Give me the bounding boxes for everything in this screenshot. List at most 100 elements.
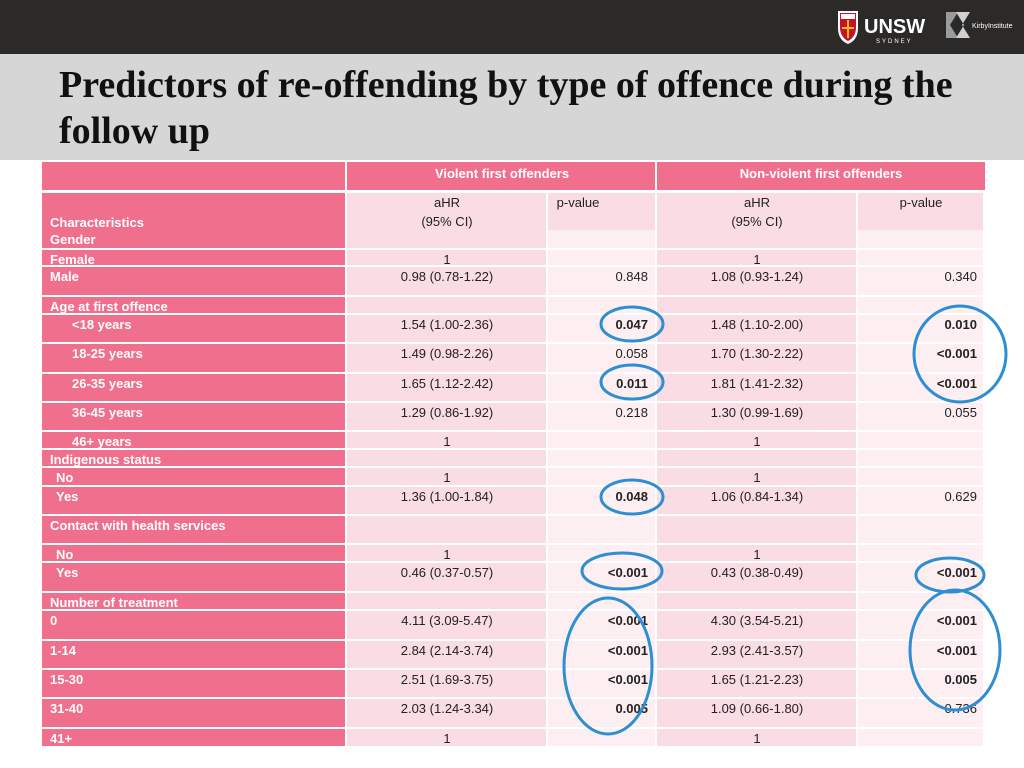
group-header-violent: Violent first offenders — [435, 166, 569, 181]
row-label: Yes — [56, 489, 78, 504]
p-value: 0.340 — [944, 269, 977, 284]
ahr-value: 1.70 (1.30-2.22) — [711, 346, 804, 361]
table-cell — [347, 468, 546, 485]
ahr-value: 1 — [753, 252, 760, 267]
table-cell — [347, 729, 546, 746]
row-label-cell — [42, 563, 345, 591]
ahr-value: 1 — [753, 434, 760, 449]
column-header-characteristics: Characteristics — [50, 215, 144, 230]
table-group-header-cell — [347, 162, 655, 190]
row-label: Age at first offence — [50, 299, 168, 314]
table-cell — [858, 670, 983, 697]
p-value: 0.005 — [944, 672, 977, 687]
p-value: <0.001 — [608, 643, 648, 658]
row-label: Female — [50, 252, 95, 267]
p-value: 0.629 — [944, 489, 977, 504]
row-label: Male — [50, 269, 79, 284]
table-cell — [657, 729, 856, 746]
table-group-header-cell — [657, 162, 985, 190]
table-cell — [548, 267, 655, 295]
table-cell — [347, 403, 546, 430]
ahr-value: 1 — [753, 547, 760, 562]
table-cell — [657, 374, 856, 401]
row-label-cell — [42, 250, 345, 265]
table-cell — [858, 344, 983, 372]
row-label: 36-45 years — [72, 405, 143, 420]
table-cell — [548, 344, 655, 372]
subheader-cell — [657, 193, 856, 230]
ahr-value: 1.65 (1.21-2.23) — [711, 672, 804, 687]
ahr-value: 2.84 (2.14-3.74) — [401, 643, 494, 658]
row-label: No — [56, 470, 73, 485]
table-cell — [858, 699, 983, 727]
table-cell — [858, 297, 983, 313]
table-cell — [347, 670, 546, 697]
table-cell — [657, 267, 856, 295]
ahr-value: 0.98 (0.78-1.22) — [401, 269, 494, 284]
table-cell — [548, 545, 655, 561]
table-cell — [347, 267, 546, 295]
highlight-circle — [914, 556, 986, 594]
ahr-value: 1 — [443, 470, 450, 485]
column-header-ci: (95% CI) — [421, 214, 472, 229]
p-value: <0.001 — [937, 376, 977, 391]
table-cell — [347, 593, 546, 609]
p-value: 0.218 — [615, 405, 648, 420]
row-label-cell — [42, 670, 345, 697]
p-value: 0.058 — [615, 346, 648, 361]
row-label-cell — [42, 374, 345, 401]
ahr-value: 1 — [753, 470, 760, 485]
unsw-logo-subtext: SYDNEY — [876, 39, 913, 45]
ahr-value: 0.46 (0.37-0.57) — [401, 565, 494, 580]
ahr-value: 2.51 (1.69-3.75) — [401, 672, 494, 687]
row-label-cell — [42, 468, 345, 485]
highlight-circle — [599, 305, 665, 343]
table-cell — [548, 403, 655, 430]
row-label-cell — [42, 450, 345, 466]
table-cell — [657, 545, 856, 561]
row-label: 31-40 — [50, 701, 83, 716]
table-cell — [657, 432, 856, 448]
ahr-value: 1 — [443, 434, 450, 449]
row-label: 41+ — [50, 731, 72, 746]
title-band — [0, 54, 1024, 160]
row-label: 1-14 — [50, 643, 77, 658]
highlight-circle — [912, 304, 1008, 404]
row-label: 46+ years — [72, 434, 132, 449]
table-cell — [347, 563, 546, 591]
row-label-cell — [42, 297, 345, 313]
row-label-cell — [42, 230, 345, 248]
column-header-ci: (95% CI) — [731, 214, 782, 229]
highlight-circle — [599, 478, 665, 516]
subheader-cell — [347, 193, 546, 230]
row-label: Gender — [50, 232, 96, 247]
table-cell — [548, 297, 655, 313]
row-label-cell — [42, 267, 345, 295]
table-cell — [657, 315, 856, 342]
unsw-logo-text: UNSW — [864, 16, 925, 38]
row-label: Indigenous status — [50, 452, 161, 467]
table-cell — [858, 516, 983, 543]
column-header-pvalue: p-value — [900, 195, 943, 210]
row-label: Contact with health services — [50, 518, 226, 533]
table-cell — [858, 611, 983, 639]
column-header-ahr: aHR — [434, 195, 460, 210]
table-cell — [858, 641, 983, 668]
slide-title: Predictors of re-offending by type of of… — [59, 64, 953, 152]
ahr-value: 1.06 (0.84-1.34) — [711, 489, 804, 504]
table-cell — [347, 344, 546, 372]
table-cell — [858, 593, 983, 609]
table-cell — [657, 297, 856, 313]
ahr-value: 1.49 (0.98-2.26) — [401, 346, 494, 361]
table-cell — [858, 487, 983, 514]
table-cell — [657, 670, 856, 697]
table-cell — [347, 250, 546, 265]
row-label-cell — [42, 344, 345, 372]
table-cell — [858, 230, 983, 248]
subheader-label-cell — [42, 193, 345, 230]
p-value: <0.001 — [608, 565, 648, 580]
row-label: No — [56, 547, 73, 562]
row-label-cell — [42, 593, 345, 609]
ahr-value: 0.43 (0.38-0.49) — [711, 565, 804, 580]
p-value: 0.055 — [944, 405, 977, 420]
